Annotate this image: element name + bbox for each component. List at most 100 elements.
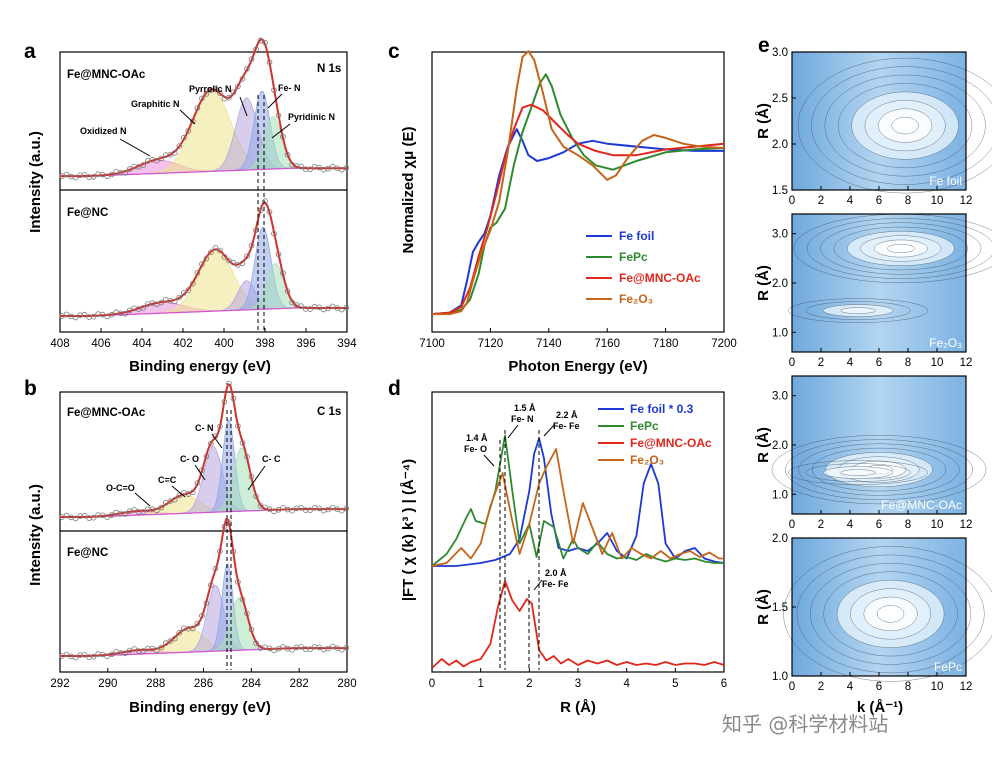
panel-a-fe-mnc-oac-fit-point xyxy=(185,128,192,134)
panel-b-fe-mnc-oac-fit-point xyxy=(203,453,210,460)
panel-b-xlabel: Binding energy (eV) xyxy=(129,699,271,716)
panel-a-fe-mnc-oac-fit-point xyxy=(244,66,250,72)
panel-a-fe-mnc-oac-fit-point xyxy=(158,155,165,162)
panel-a-fe-mnc-oac-fit-point xyxy=(126,166,133,172)
panel-b-fe-nc-fit-point xyxy=(298,643,304,650)
panel-d-xlabel: R (Å) xyxy=(560,699,596,716)
panel-a-fe-nc-fit-point xyxy=(194,270,201,276)
panel-d-ylabel: |FT ( χ (k) k³ ) | (Å⁻⁴) xyxy=(400,459,417,601)
panel-b-fe-mnc-oac-fit-point xyxy=(154,507,160,514)
panel-a-fe-mnc-oac-fit-point xyxy=(316,164,322,171)
panel-b-fe-nc-fit-point xyxy=(72,654,79,661)
panel-b-fe-nc-fit-point xyxy=(212,565,219,572)
wt-contour-line xyxy=(788,298,928,323)
panel-b-fe-nc-fit-point xyxy=(248,626,255,633)
panel-a-fe-mnc-oac-fit-point xyxy=(266,59,273,65)
panel-b-fe-nc-fit-point xyxy=(316,644,322,651)
legend-d-fe-mnc: Fe@MNC-OAc xyxy=(630,436,712,450)
wt-xtick-label: 12 xyxy=(960,519,973,531)
panel-a-arrows xyxy=(119,93,291,157)
panel-b-fe-mnc-oac-fit-point xyxy=(343,505,350,512)
panel-b-xtick-label: 280 xyxy=(337,678,356,690)
panel-b-sample-bottom: Fe@NC xyxy=(67,547,108,559)
panel-a-fe-mnc-oac-fit-point xyxy=(212,85,219,92)
panel-a-fe-nc-fit-point xyxy=(316,304,322,311)
ann-oxidized-n: Oxidized N xyxy=(80,126,127,136)
panel-b-fe-mnc-oac-fit-point xyxy=(81,512,88,519)
panel-a-fe-mnc-oac-fit-point xyxy=(257,37,264,44)
panel-b-label: b xyxy=(24,377,37,400)
wt-contour-line xyxy=(876,605,905,623)
ann-pyridinic-n: Pyridinic N xyxy=(288,112,335,122)
panel-a-fe-mnc-oac-fit-point xyxy=(108,171,115,178)
panel-a-fe-nc-fit-point xyxy=(338,306,345,313)
panel-a-fe-nc-fit-point xyxy=(262,198,268,205)
panel-b-xtick-label: 288 xyxy=(146,678,165,690)
panel-a-xtick-label: 408 xyxy=(50,338,69,350)
panel-b-fe-nc-fit-point xyxy=(217,548,223,554)
panel-b-fe-nc-fit-point xyxy=(203,600,210,606)
panel-b-fe-nc-fit-point xyxy=(199,612,205,619)
panel-a-fe-mnc-oac-fit-point xyxy=(217,90,223,96)
wt-map-fe-o: 3.0 2.0 1.0 0 2 4 6 8 10 12 R (Å) Fe₂O₃ xyxy=(755,213,992,369)
panel-a-fe-nc-fit-point xyxy=(63,311,70,318)
panel-b-fe-nc-fit-point xyxy=(343,644,350,651)
panel-a-fe-mnc-oac-fit-point xyxy=(343,165,350,171)
wt-xtick-label: 6 xyxy=(876,195,882,207)
panel-a-sample-top: Fe@MNC-OAc xyxy=(67,69,146,81)
wt-xtick-label: 0 xyxy=(789,519,795,531)
ann-d-fe-n: Fe- N xyxy=(511,414,534,424)
wt-xtick-label: 2 xyxy=(818,195,824,207)
panel-a-label: a xyxy=(24,40,36,63)
panel-a-fe-mnc-oac-fit-point xyxy=(248,56,255,62)
wt-map-background xyxy=(792,376,966,514)
panel-a-fe-mnc-oac-fit-point xyxy=(230,89,237,95)
panel-b-fe-mnc-oac-fit-point xyxy=(90,514,97,521)
wt-xtick-label: 0 xyxy=(789,357,795,369)
ann-c-o: C- O xyxy=(180,454,199,464)
ann-d-fe-fe-2: Fe- Fe xyxy=(542,579,569,589)
wt-ytick-label: 2.0 xyxy=(772,278,788,290)
watermark: 知乎 @科学材料站 xyxy=(722,712,889,736)
panel-a-fe-mnc-oac-fit-point xyxy=(90,174,97,180)
panel-b-fe-nc-fit-point xyxy=(167,638,174,644)
ann-graphitic-n: Graphitic N xyxy=(131,99,180,109)
panel-b-fe-mnc-oac-fit-point xyxy=(325,506,331,513)
panel-b-fe-mnc-oac-fit-point xyxy=(289,507,295,514)
panel-d-series xyxy=(431,434,725,669)
wt-xtick-label: 8 xyxy=(905,195,911,207)
panel-b-fe-nc-fit-point xyxy=(140,648,147,654)
panel-a-fe-mnc-oac-fit-point xyxy=(140,162,147,168)
panel-b-fe-mnc-oac-fit-point xyxy=(307,507,313,514)
ann-d-2-2: 2.2 Å xyxy=(556,410,578,420)
wt-contour-line xyxy=(837,83,973,169)
wt-xtick-label: 8 xyxy=(905,681,911,693)
wt-ytick-label: 3.0 xyxy=(772,47,788,59)
wt-map-tag: Fe₂O₃ xyxy=(929,336,962,350)
ann-d-fe-fe: Fe- Fe xyxy=(553,421,580,431)
panel-a-fe-mnc-oac-fit-point xyxy=(280,133,286,140)
legend-c-fe-foil: Fe foil xyxy=(619,229,654,243)
panel-a-fe-mnc-oac-fit-point xyxy=(275,112,282,119)
panel-c-line-fe-foil xyxy=(431,128,724,316)
panel-b: 292 290 288 286 284 282 280 Fe@MNC-OAc C 1s Fe… xyxy=(50,380,357,716)
panel-a-fe-nc-fit-point xyxy=(244,253,250,260)
panel-b-fe-mnc-oac-fit-point xyxy=(190,489,196,496)
panel-a-fe-nc-fit-point xyxy=(230,259,237,266)
panel-b-xtick-label: 290 xyxy=(98,678,117,690)
panel-a-fe-mnc-oac-fit-point xyxy=(325,165,331,172)
legend-d-fe2o3: Fe₂O₃ xyxy=(630,453,664,467)
panel-a-fe-nc-fit-point xyxy=(126,307,133,314)
panel-b-fe-mnc-oac-fit-point xyxy=(131,507,138,513)
panel-c-line-fe-o xyxy=(432,50,725,316)
panel-a-fe-nc-fit-point xyxy=(275,251,282,258)
panel-c-frame xyxy=(431,51,725,333)
panel-b-bottom-spectrum xyxy=(59,518,350,661)
wt-contour-line xyxy=(806,218,992,279)
ann-pyrrolic-n: Pyrrolic N xyxy=(189,84,232,94)
wt-ytick-label: 2.0 xyxy=(772,440,788,452)
wt-contour-line xyxy=(771,435,987,505)
panel-c-xtick-label: 7140 xyxy=(536,338,562,350)
panel-b-fe-mnc-oac-fit-point xyxy=(108,512,115,518)
panel-d-xtick-label: 3 xyxy=(575,678,581,690)
